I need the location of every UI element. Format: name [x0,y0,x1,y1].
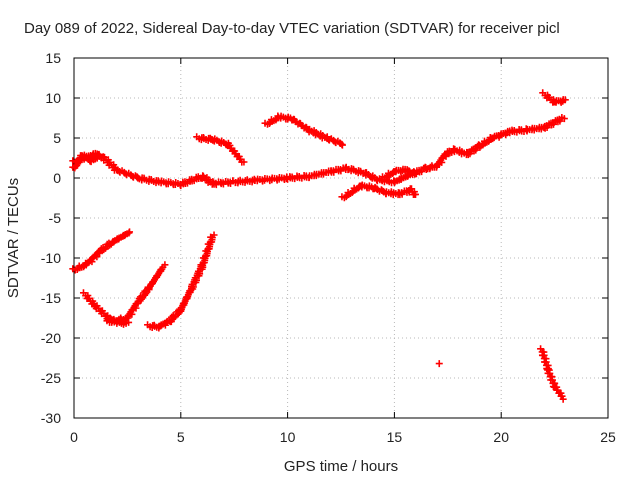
y-tick-label: -30 [41,410,61,426]
data-point [161,261,169,269]
x-tick-label: 15 [387,429,403,445]
data-point [559,395,567,403]
data-point [411,190,419,198]
data-point [338,140,346,148]
x-tick-label: 5 [177,429,185,445]
plot-frame [73,57,609,419]
x-tick-label: 25 [600,429,616,445]
data-point [125,229,133,237]
data-point [561,96,569,104]
x-tick-label: 0 [70,429,78,445]
y-tick-label: -25 [41,370,61,386]
y-tick-label: 5 [53,130,61,146]
y-tick-label: 10 [45,90,61,106]
x-tick-label: 20 [493,429,509,445]
data-point [412,170,420,178]
y-axis-label: SDTVAR / TECUs [5,178,22,298]
y-tick-label: -10 [41,250,61,266]
y-tick-label: -20 [41,330,61,346]
data-point [240,158,248,166]
y-tick-label: 0 [53,170,61,186]
data-point [210,231,218,239]
y-tick-label: -5 [49,210,62,226]
axis-ticks: 0 5 10 15 20 25 -30 -25 -20 -15 -10 -5 0 5 10 15 [41,50,616,445]
data-point [95,150,103,158]
x-tick-label: 10 [280,429,296,445]
data-point [435,360,443,368]
data-points [69,89,569,403]
y-tick-label: 15 [45,50,61,66]
y-tick-label: -15 [41,290,61,306]
x-axis-label: GPS time / hours [284,458,398,475]
grid-lines [74,58,608,418]
chart-title: Day 089 of 2022, Sidereal Day-to-day VTE… [24,20,560,37]
data-point [560,115,568,123]
